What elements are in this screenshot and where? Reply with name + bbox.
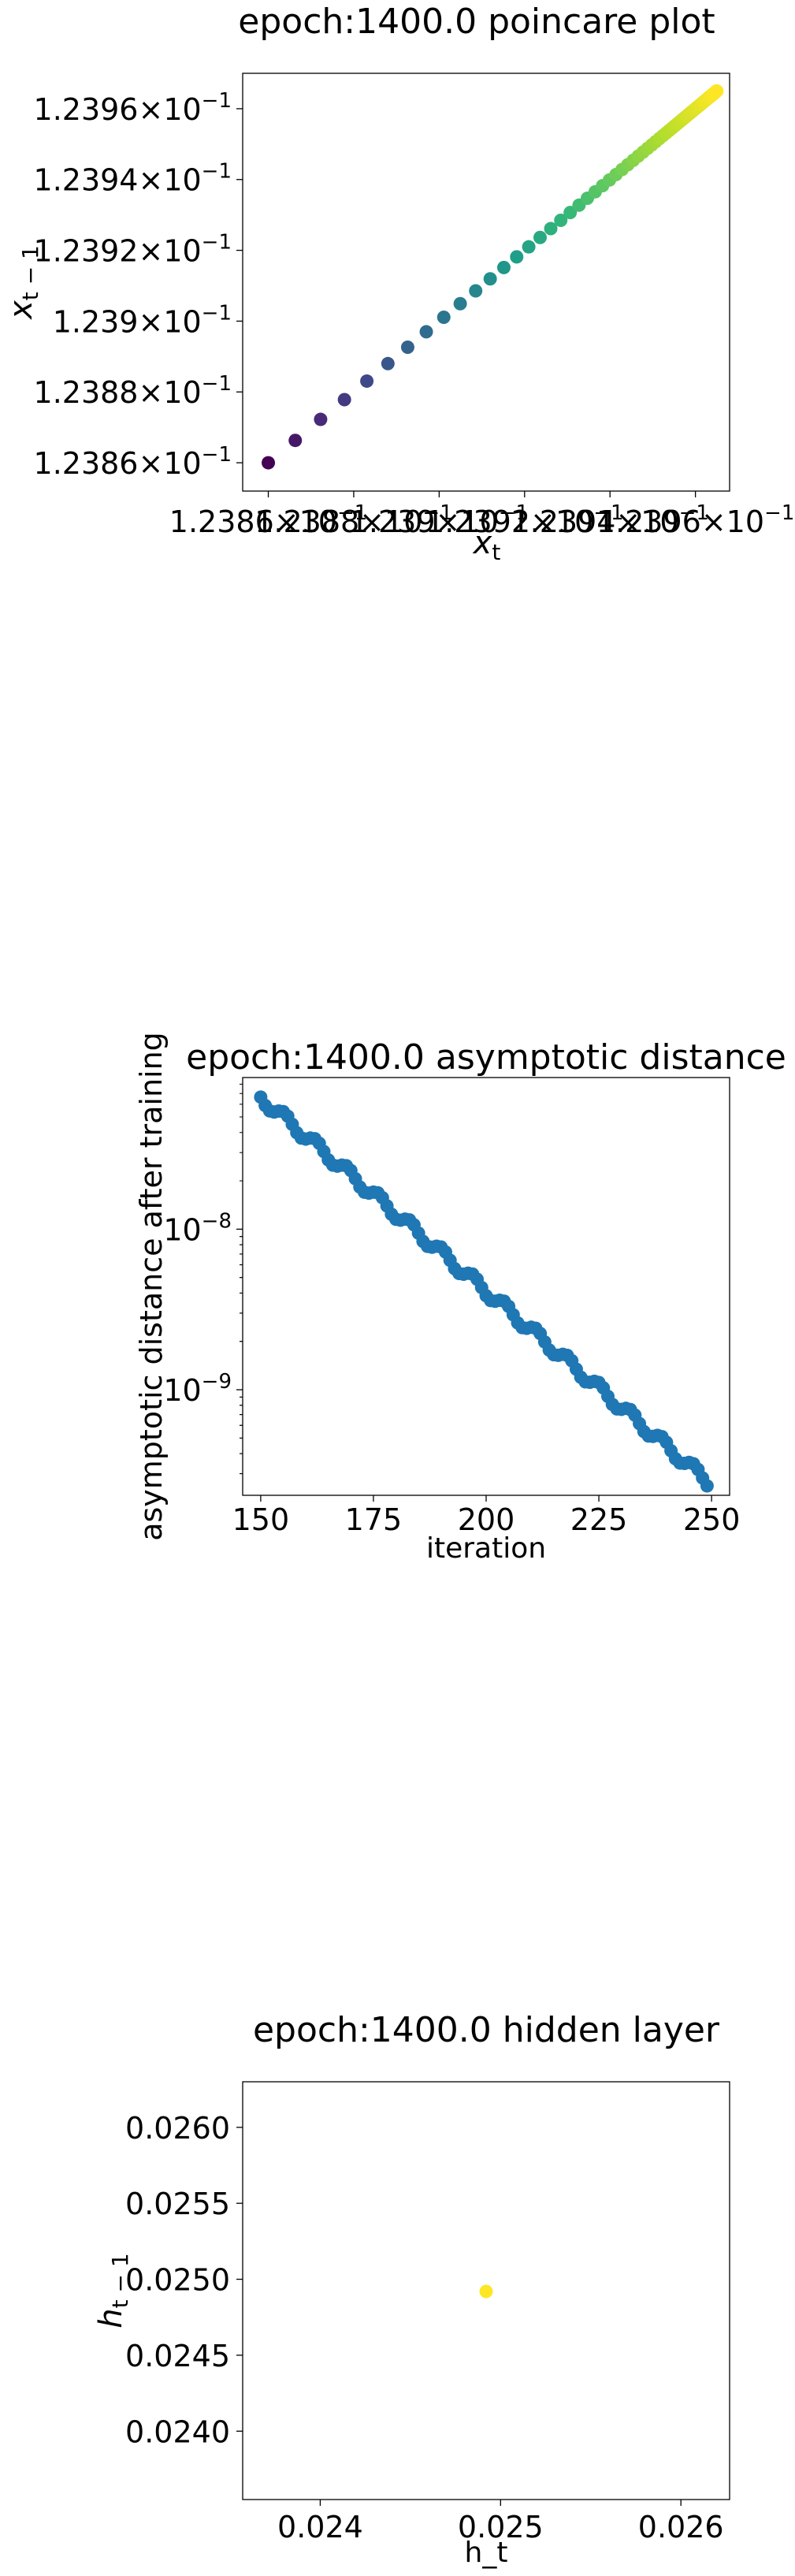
hidden-x-tick-label: 0.024 <box>277 2510 363 2544</box>
asymptotic-x-axis-label: iteration <box>426 1532 546 1565</box>
poincare-chart-title: epoch:1400.0 poincare plot <box>238 2 715 42</box>
poincare-y-tick-label: 1.2394×10−1 <box>34 160 232 198</box>
poincare-point <box>533 230 547 244</box>
asymptotic-x-tick-label: 200 <box>458 1502 515 1537</box>
poincare-point <box>337 393 351 407</box>
poincare-point <box>437 311 451 325</box>
poincare-y-tick-label: 1.2392×10−1 <box>34 231 232 269</box>
hidden-y-tick-label: 0.0240 <box>125 2414 230 2449</box>
poincare-point <box>522 240 536 254</box>
poincare-point <box>381 356 395 370</box>
hidden-x-tick-label: 0.025 <box>458 2510 544 2544</box>
poincare-x-tick-label: 1.2396×10−1 <box>596 501 794 539</box>
hidden-x-axis: 0.024 0.025 0.026 <box>277 2500 724 2544</box>
poincare-point <box>510 250 524 264</box>
poincare-x-tick-label: 1.2394×10−1 <box>511 501 708 539</box>
poincare-x-axis-label: xt <box>472 525 501 565</box>
hidden-chart-title: epoch:1400.0 hidden layer <box>253 2010 720 2050</box>
poincare-point <box>360 374 374 388</box>
hidden-x-axis-label: h_t <box>465 2537 508 2569</box>
poincare-y-axis: 1.2386×10−1 1.2388×10−1 1.239×10−1 1.2392×1… <box>34 89 243 481</box>
poincare-point <box>262 456 276 470</box>
hidden-y-tick-label: 0.0245 <box>125 2339 230 2373</box>
poincare-point <box>288 434 303 448</box>
poincare-point <box>710 84 724 98</box>
poincare-y-axis-label: xt − 1 <box>3 245 43 321</box>
poincare-point <box>483 272 497 286</box>
poincare-y-tick-label: 1.2386×10−1 <box>34 443 232 481</box>
poincare-point <box>314 412 328 426</box>
hidden-x-tick-label: 0.026 <box>638 2510 724 2544</box>
poincare-points <box>262 84 724 470</box>
hidden-y-tick-label: 0.0260 <box>125 2111 230 2146</box>
poincare-point <box>544 221 558 236</box>
poincare-point <box>563 206 578 220</box>
poincare-x-tick-label: 1.2388×10−1 <box>254 501 452 539</box>
poincare-point <box>469 284 483 298</box>
poincare-point <box>453 296 467 311</box>
hidden-y-axis-label: ht − 1 <box>93 2253 133 2328</box>
asymptotic-x-tick-label: 250 <box>683 1502 741 1537</box>
hidden-points <box>479 2284 493 2299</box>
poincare-x-axis: 1.2386×10−11.2388×10−11.239×10−11.2392×1… <box>169 491 794 539</box>
hidden-y-axis: 0.0240 0.0245 0.0250 0.0255 0.0260 <box>125 2111 243 2449</box>
hidden-y-tick-label: 0.0250 <box>125 2263 230 2298</box>
asymptotic-y-axis-label: asymptotic distance after training <box>134 1032 169 1541</box>
asymptotic-chart-title: epoch:1400.0 asymptotic distance <box>186 1037 786 1078</box>
poincare-point <box>400 340 414 354</box>
asymptotic-point <box>700 1479 714 1493</box>
poincare-point <box>419 325 433 339</box>
asymptotic-x-axis: 150 175 200 225 250 <box>232 1495 741 1537</box>
poincare-point <box>554 214 568 228</box>
hidden-plot-frame <box>242 2081 730 2500</box>
poincare-y-tick-label: 1.2396×10−1 <box>34 89 232 127</box>
asymptotic-y-tick-label: 10−8 <box>163 1209 232 1247</box>
asymptotic-y-tick-label: 10−9 <box>163 1370 232 1408</box>
poincare-point <box>496 260 511 274</box>
asymptotic-x-tick-label: 150 <box>232 1502 290 1537</box>
hidden-layer-chart: epoch:1400.0 hidden layer 0.024 0.025 0.02… <box>93 2010 730 2569</box>
poincare-plot-frame <box>242 73 730 492</box>
hidden-point <box>479 2284 493 2299</box>
poincare-y-tick-label: 1.2388×10−1 <box>34 372 232 410</box>
poincare-chart: epoch:1400.0 poincare plot 1.2386×10−11.… <box>3 2 794 565</box>
asymptotic-y-axis: 10−8 10−9 <box>163 1083 243 1475</box>
poincare-x-tick-label: 1.2392×10−1 <box>425 501 623 539</box>
asymptotic-x-tick-label: 175 <box>345 1502 403 1537</box>
poincare-x-tick-label: 1.2386×10−1 <box>169 501 367 539</box>
asymptotic-x-tick-label: 225 <box>570 1502 628 1537</box>
asymptotic-distance-chart: epoch:1400.0 asymptotic distance 150 175 2… <box>134 1032 786 1565</box>
hidden-y-tick-label: 0.0255 <box>125 2187 230 2221</box>
poincare-x-tick-label: 1.239×10−1 <box>350 501 529 539</box>
asymptotic-points <box>254 1090 714 1493</box>
poincare-y-tick-label: 1.239×10−1 <box>53 301 232 339</box>
